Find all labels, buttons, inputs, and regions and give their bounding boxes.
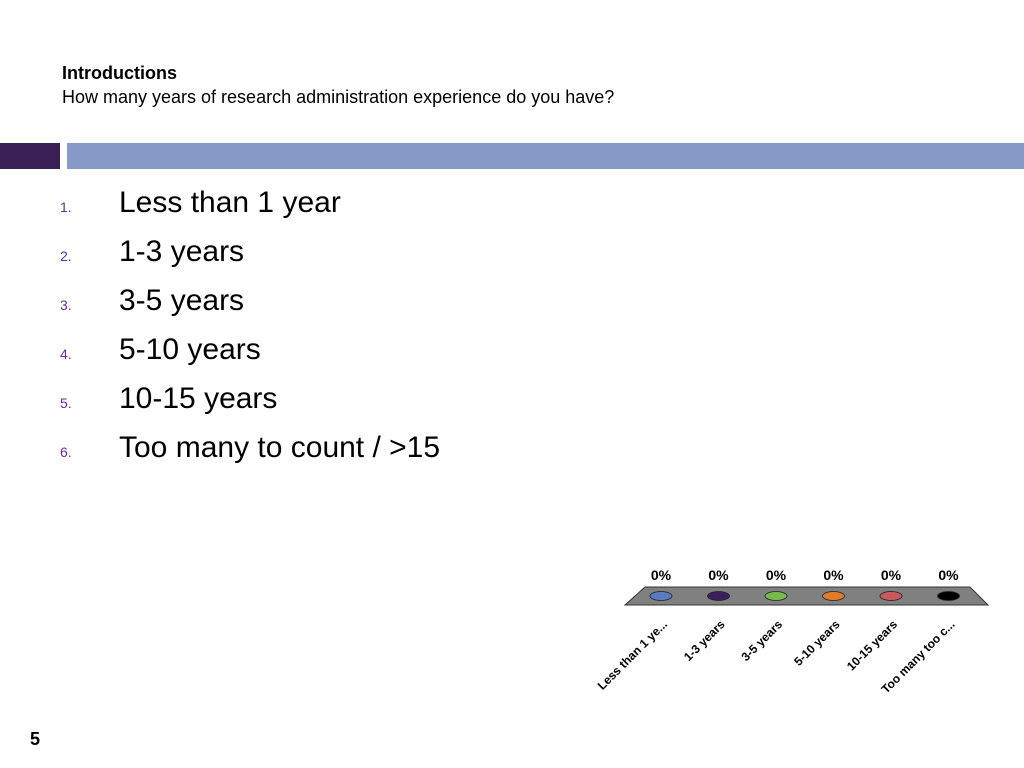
slide-title: Introductions How many years of research… (62, 62, 962, 108)
chart-category-label: 10-15 years (844, 617, 900, 673)
chart-bar-top (707, 591, 730, 601)
chart-value-label: 0% (938, 567, 959, 583)
chart-category-label: 3-5 years (738, 617, 785, 664)
option-label: 3-5 years (119, 284, 245, 317)
option-1: 1. Less than 1 year (60, 186, 440, 235)
chart-value-label: 0% (766, 567, 787, 583)
header-band-accent (0, 143, 60, 169)
option-3: 3. 3-5 years (60, 284, 440, 333)
option-label: 10-15 years (119, 382, 278, 415)
chart-bar-top (822, 591, 845, 601)
chart-value-label: 0% (651, 567, 672, 583)
option-label: 5-10 years (119, 333, 261, 366)
chart-bar-top (937, 591, 960, 601)
chart-category-label: Less than 1 ye... (595, 617, 670, 692)
chart-value-label: 0% (823, 567, 844, 583)
poll-results-chart: 0% Less than 1 ye... 0% 1-3 years 0% 3-5 year… (595, 567, 990, 696)
option-2: 2. 1-3 years (60, 235, 440, 284)
page-number: 5 (30, 729, 41, 749)
option-label: Too many to count / >15 (119, 431, 441, 464)
chart-bar-top (879, 591, 903, 601)
option-number: 3. (60, 297, 72, 313)
option-5: 5. 10-15 years (60, 382, 440, 431)
chart-category-label: 5-10 years (791, 617, 843, 669)
chart-value-label: 0% (881, 567, 902, 583)
option-label: Less than 1 year (119, 186, 341, 219)
chart-category-label: 1-3 years (681, 617, 728, 664)
option-number: 5. (60, 395, 72, 411)
chart-bar-top (764, 591, 788, 601)
option-label: 1-3 years (119, 235, 245, 268)
question-text: How many years of research administratio… (62, 87, 615, 107)
option-number: 1. (60, 199, 72, 215)
answer-options: 1. Less than 1 year 2. 1-3 years 3. 3-5 … (60, 186, 440, 480)
chart-bar-top (649, 591, 673, 601)
option-6: 6. Too many to count / >15 (60, 431, 440, 480)
header-band (67, 143, 1024, 169)
option-4: 4. 5-10 years (60, 333, 440, 382)
chart-floor (623, 586, 990, 606)
title-text: Introductions (62, 63, 177, 83)
chart-value-label: 0% (708, 567, 729, 583)
option-number: 2. (60, 248, 72, 264)
option-number: 6. (60, 444, 72, 460)
option-number: 4. (60, 346, 72, 362)
